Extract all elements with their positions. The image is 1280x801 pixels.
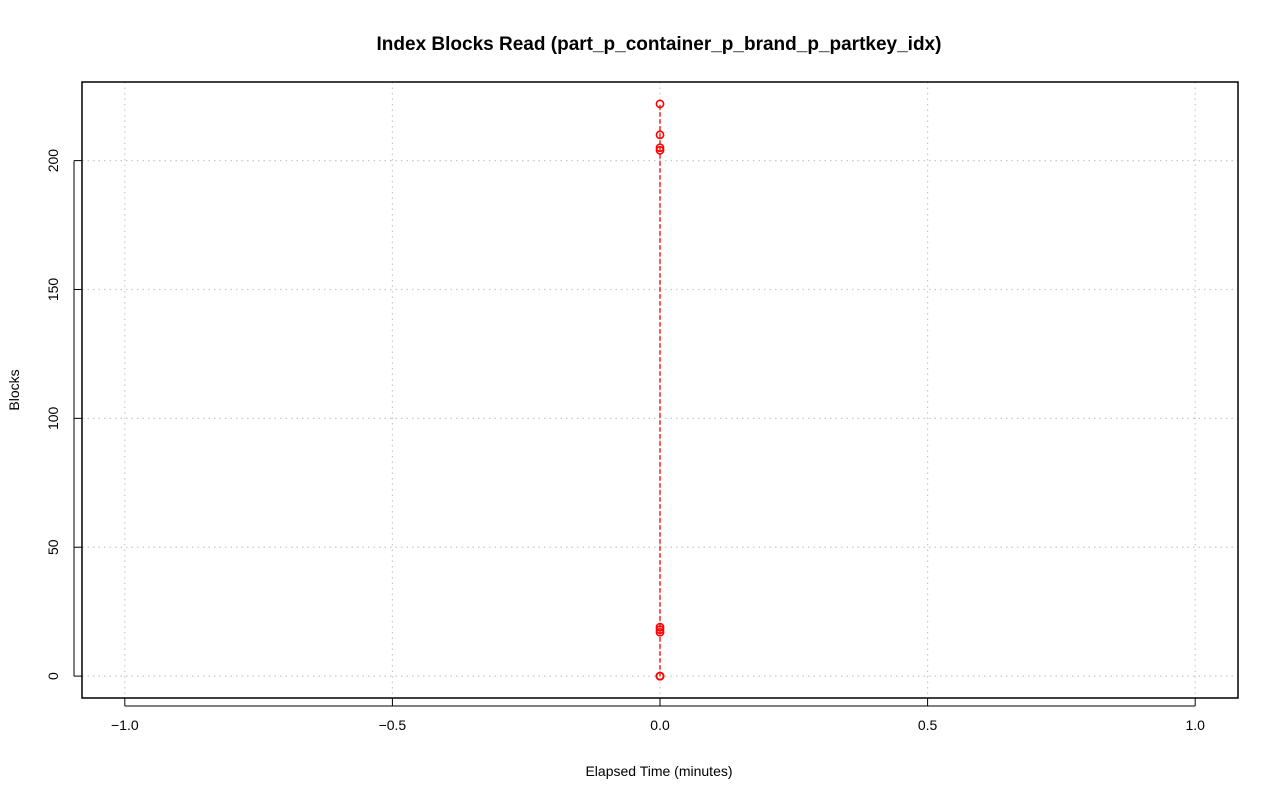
x-tick-label: −0.5 (379, 717, 407, 733)
y-tick-label: 100 (45, 406, 61, 430)
data-point (655, 145, 665, 155)
data-point (655, 99, 665, 109)
x-tick-label: 0.0 (650, 717, 670, 733)
y-axis: 0 50 100 150 200 (45, 149, 82, 680)
data-point (655, 130, 665, 140)
x-axis-label: Elapsed Time (minutes) (585, 763, 732, 779)
data-point (655, 671, 665, 681)
series-layer (655, 99, 665, 681)
x-axis: −1.0 −0.5 0.0 0.5 1.0 (111, 698, 1205, 733)
y-tick-label: 150 (45, 278, 61, 302)
y-tick-label: 50 (45, 539, 61, 555)
data-point (655, 622, 665, 632)
x-tick-label: 0.5 (918, 717, 938, 733)
data-point (655, 627, 665, 637)
y-tick-label: 200 (45, 149, 61, 173)
data-point (655, 625, 665, 635)
y-axis-label: Blocks (6, 369, 22, 410)
data-point (655, 143, 665, 153)
chart-title: Index Blocks Read (part_p_container_p_br… (377, 34, 942, 55)
x-tick-label: −1.0 (111, 717, 139, 733)
y-tick-label: 0 (45, 672, 61, 680)
x-tick-label: 1.0 (1185, 717, 1205, 733)
